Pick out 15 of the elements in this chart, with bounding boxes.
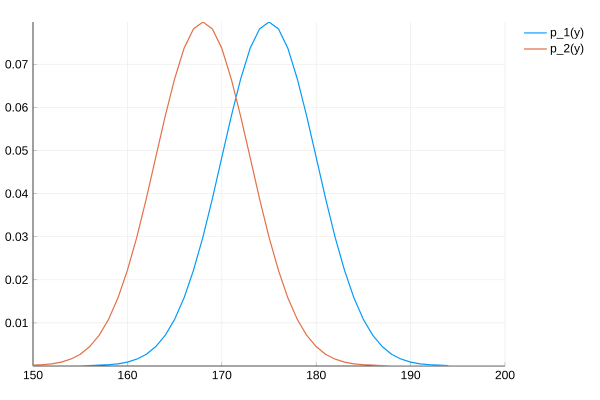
x-tick-label: 190: [402, 370, 420, 380]
y-tick-label: 0.03: [5, 232, 28, 241]
x-tick-label: 160: [118, 370, 137, 380]
x-tick-label: 200: [496, 370, 515, 380]
x-tick-label: 150: [24, 370, 43, 380]
x-tick-label: 180: [307, 370, 326, 380]
y-tick-label: 0.02: [5, 276, 28, 284]
x-tick-label: 170: [212, 370, 232, 380]
y-tick-label: 0.04: [5, 189, 28, 198]
legend-label: p_2(y): [550, 44, 584, 55]
y-tick-label: 0.07: [5, 60, 28, 69]
y-tick-label: 0.01: [5, 318, 28, 328]
y-tick-label: 0.06: [5, 103, 28, 112]
y-tick-label: 0.05: [5, 146, 28, 155]
legend-label: p_1(y): [550, 28, 584, 39]
